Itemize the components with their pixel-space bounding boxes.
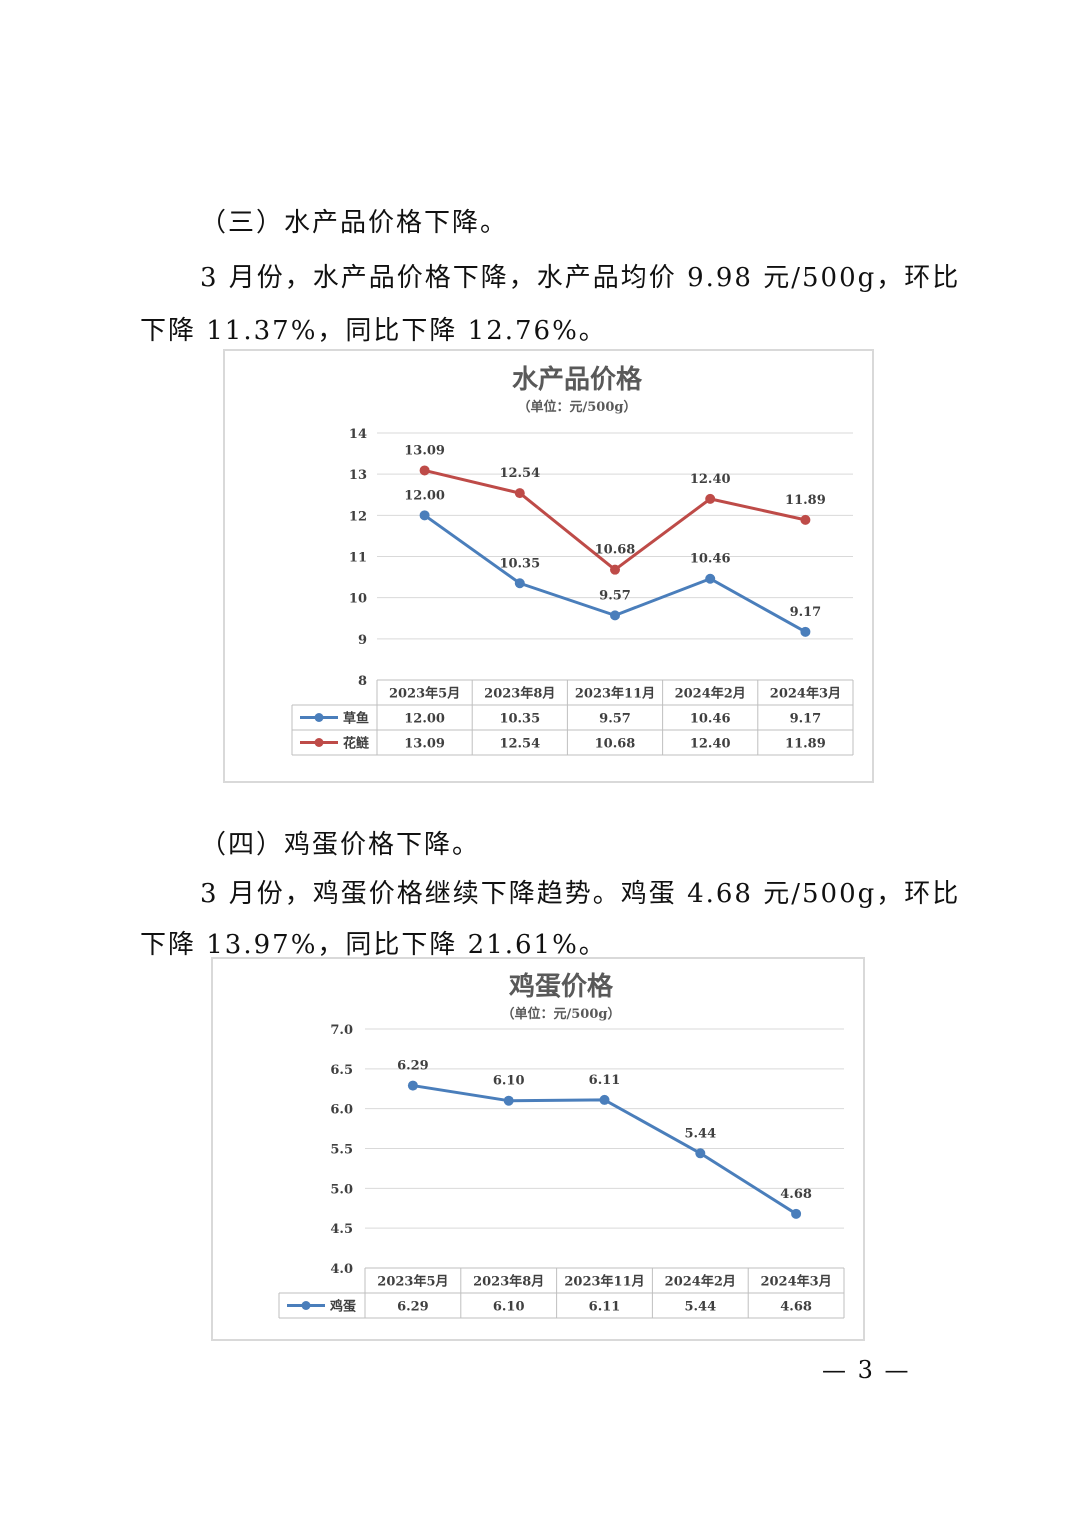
data-label: 6.10 xyxy=(493,1074,525,1089)
x-category-label: 2023年8月 xyxy=(473,1274,544,1290)
data-label: 10.46 xyxy=(690,552,731,567)
table-cell-value: 12.54 xyxy=(499,737,540,752)
table-cell-value: 6.10 xyxy=(493,1300,525,1315)
y-tick-label: 4.0 xyxy=(330,1262,353,1277)
data-label: 6.11 xyxy=(589,1073,621,1088)
data-point xyxy=(419,510,430,521)
x-category-label: 2024年2月 xyxy=(675,686,746,702)
egg-price-chart-svg: 鸡蛋价格 （单位：元/500g） 4.0 4.5 5.0 5.5 6.0 6.5 7.0 2023… xyxy=(278,971,845,1319)
legend-marker-0 xyxy=(314,713,324,722)
y-tick-label: 5.0 xyxy=(330,1182,353,1197)
y-tick-label: 13 xyxy=(349,468,367,483)
table-cell-value: 13.09 xyxy=(404,737,445,752)
data-label: 12.00 xyxy=(404,488,445,503)
x-category-label: 2024年2月 xyxy=(665,1274,736,1290)
y-tick-label: 9 xyxy=(358,633,367,648)
legend-series-name: 草鱼 xyxy=(343,711,369,727)
data-point xyxy=(610,564,620,575)
x-category-label: 2023年5月 xyxy=(377,1274,448,1290)
data-point xyxy=(800,626,811,637)
y-tick-label: 6.0 xyxy=(330,1103,353,1118)
y-tick-label: 8 xyxy=(358,674,367,689)
data-point xyxy=(503,1095,514,1106)
y-tick-label: 10 xyxy=(349,592,367,607)
section4-text-line2: 下降 13.97%，同比下降 21.61%。 xyxy=(140,930,607,960)
y-tick-label: 14 xyxy=(349,427,367,442)
table-cell-value: 9.57 xyxy=(599,712,631,727)
chart-subtitle: （单位：元/500g） xyxy=(502,1006,621,1022)
data-label: 4.68 xyxy=(780,1187,812,1202)
chart-subtitle: （单位：元/500g） xyxy=(518,399,637,415)
data-point xyxy=(419,465,430,476)
x-category-label: 2024年3月 xyxy=(770,686,841,702)
table-cell-value: 10.68 xyxy=(595,737,636,752)
data-label: 5.44 xyxy=(684,1126,716,1141)
data-label: 11.89 xyxy=(785,493,826,508)
legend-series-name: 鸡蛋 xyxy=(329,1299,356,1315)
data-label: 12.54 xyxy=(499,466,540,481)
data-label: 10.68 xyxy=(595,543,636,558)
data-point xyxy=(407,1080,418,1091)
data-point xyxy=(800,514,811,525)
data-label: 6.29 xyxy=(397,1059,429,1074)
data-label: 12.40 xyxy=(690,472,731,487)
aquatic-price-chart: 水产品价格 （单位：元/500g） 8 9 10 11 12 13 14 2023年5月 2023年… xyxy=(223,349,874,783)
x-category-label: 2023年11月 xyxy=(564,1274,644,1290)
data-label: 9.57 xyxy=(599,588,631,603)
data-label: 9.17 xyxy=(790,605,822,620)
data-label: 10.35 xyxy=(499,556,540,571)
data-point xyxy=(610,610,620,621)
data-point xyxy=(695,1148,706,1159)
data-point xyxy=(791,1208,802,1219)
chart-title: 鸡蛋价格 xyxy=(508,971,614,1002)
table-cell-value: 9.17 xyxy=(790,712,822,727)
chart-title: 水产品价格 xyxy=(512,364,643,395)
x-category-label: 2023年5月 xyxy=(389,686,460,702)
y-tick-label: 6.5 xyxy=(330,1063,353,1078)
table-cell-value: 12.40 xyxy=(690,737,731,752)
table-cell-value: 4.68 xyxy=(780,1300,812,1315)
section3-text-line1: 3 月份，水产品价格下降，水产品均价 9.98 元/500g，环比 xyxy=(200,263,961,293)
data-point xyxy=(514,578,525,589)
data-label: 13.09 xyxy=(404,443,445,458)
aquatic-price-chart-svg: 水产品价格 （单位：元/500g） 8 9 10 11 12 13 14 2023年5月 2023年… xyxy=(291,364,854,756)
y-tick-label: 7.0 xyxy=(330,1023,353,1038)
legend-series-name: 花鲢 xyxy=(343,736,369,752)
section3-heading: （三）水产品价格下降。 xyxy=(200,208,509,238)
y-tick-label: 4.5 xyxy=(330,1222,353,1237)
data-point xyxy=(599,1094,610,1105)
data-point xyxy=(705,493,716,504)
section4-heading: （四）鸡蛋价格下降。 xyxy=(200,830,481,860)
y-tick-label: 5.5 xyxy=(330,1143,353,1158)
table-cell-value: 10.35 xyxy=(499,712,540,727)
section3-text-line2: 下降 11.37%，同比下降 12.76%。 xyxy=(140,316,607,346)
y-tick-label: 12 xyxy=(349,509,367,524)
data-point xyxy=(705,573,716,584)
table-cell-value: 10.46 xyxy=(690,712,731,727)
page-number: — 3 — xyxy=(822,1356,911,1384)
x-category-label: 2024年3月 xyxy=(760,1274,831,1290)
egg-price-chart: 鸡蛋价格 （单位：元/500g） 4.0 4.5 5.0 5.5 6.0 6.5 7.0 2023… xyxy=(211,957,865,1341)
table-cell-value: 11.89 xyxy=(785,737,826,752)
x-category-label: 2023年8月 xyxy=(484,686,555,702)
table-cell-value: 6.29 xyxy=(397,1300,429,1315)
data-point xyxy=(514,488,525,499)
legend-marker-0 xyxy=(301,1301,311,1310)
x-category-label: 2023年11月 xyxy=(575,686,655,702)
section4-text-line1: 3 月份，鸡蛋价格继续下降趋势。鸡蛋 4.68 元/500g，环比 xyxy=(200,879,961,909)
table-cell-value: 5.44 xyxy=(684,1300,716,1315)
table-cell-value: 12.00 xyxy=(404,712,445,727)
legend-marker-1 xyxy=(314,738,324,747)
table-cell-value: 6.11 xyxy=(589,1300,621,1315)
y-tick-label: 11 xyxy=(349,551,367,566)
